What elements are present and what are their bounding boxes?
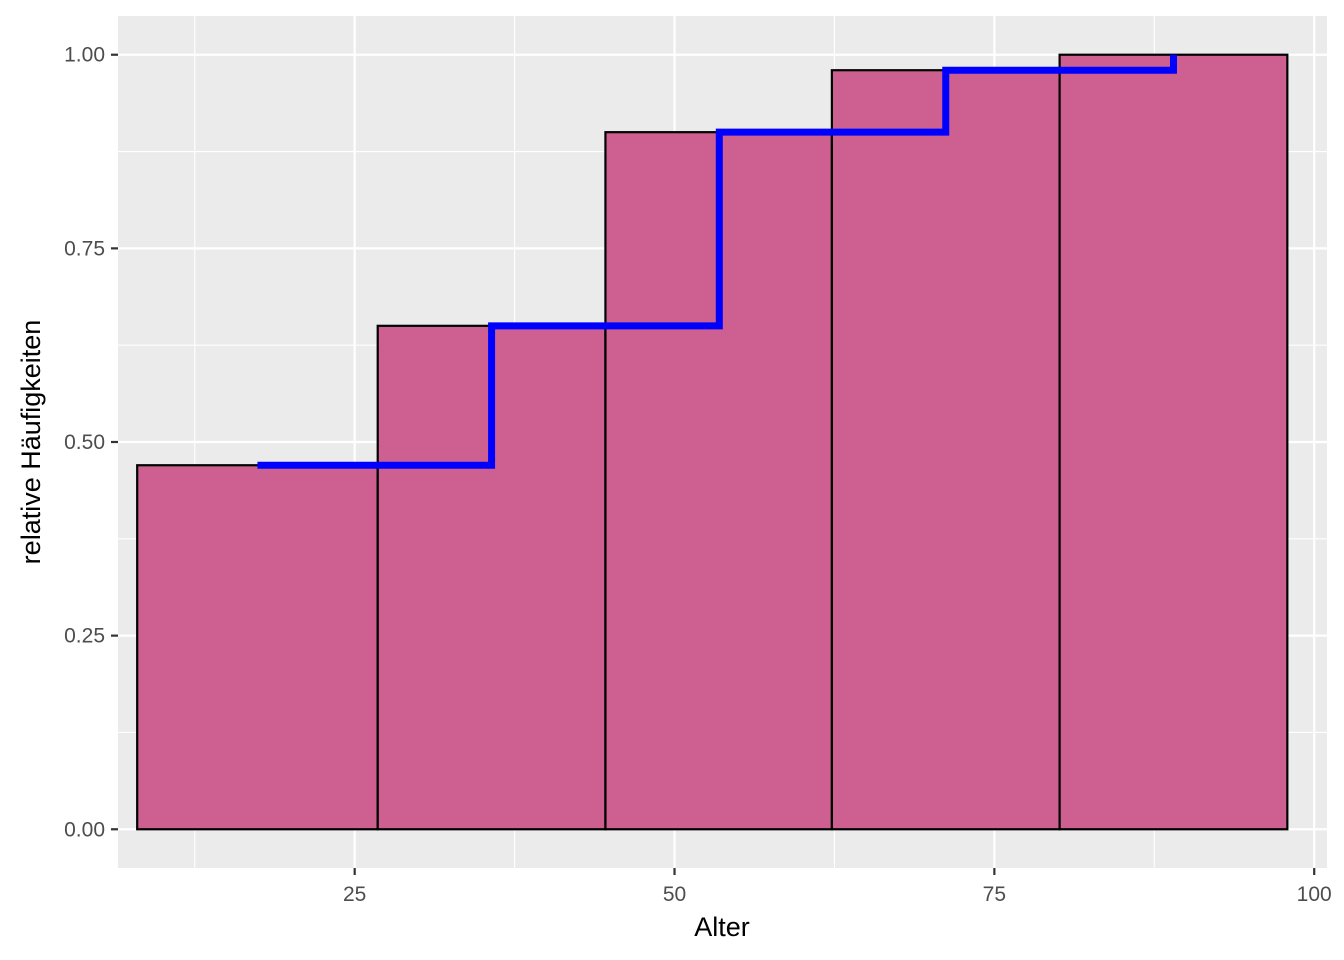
- x-axis-title: Alter: [694, 912, 750, 942]
- cumulative-step-line: [257, 54, 1177, 469]
- x-tick-label: 100: [1297, 883, 1332, 906]
- histogram-bar: [1058, 53, 1289, 831]
- y-tick-label: 1.00: [64, 44, 105, 67]
- x-tick-label: 25: [343, 883, 366, 906]
- histogram-bar: [830, 69, 1061, 831]
- x-axis: 25 50 75 100: [343, 868, 1332, 906]
- step-line: [257, 54, 1177, 469]
- y-axis: 0.00 0.25 0.50 0.75 1.00: [64, 44, 118, 841]
- histogram-bar: [136, 464, 379, 831]
- y-tick-label: 0.00: [64, 818, 105, 841]
- y-tick-label: 0.75: [64, 237, 105, 260]
- x-tick-label: 50: [663, 883, 686, 906]
- y-tick-label: 0.50: [64, 431, 105, 454]
- y-axis-title: relative Häufigkeiten: [16, 320, 46, 565]
- x-tick-label: 75: [983, 883, 1006, 906]
- y-tick-label: 0.25: [64, 625, 105, 648]
- bars: [136, 53, 1289, 831]
